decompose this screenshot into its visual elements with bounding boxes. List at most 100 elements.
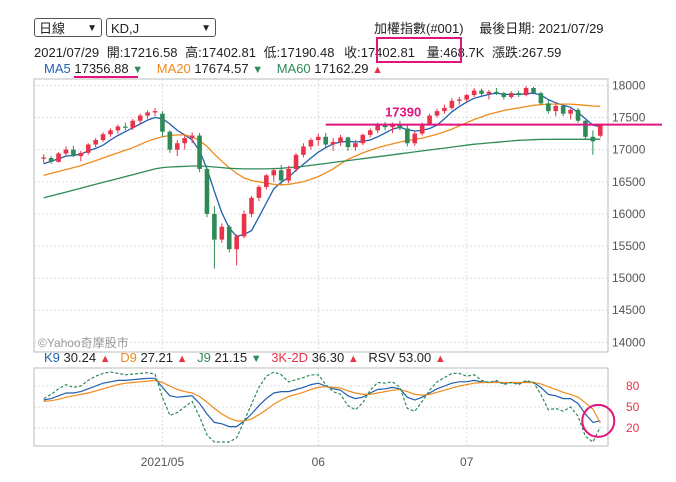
candle-body (241, 213, 247, 237)
candle-body (137, 115, 143, 121)
kd-frame (33, 367, 609, 447)
candle-body (449, 100, 455, 108)
kd-panel-border (33, 367, 609, 447)
candle-body (479, 90, 484, 94)
ma60-label: MA60 (276, 61, 311, 76)
ma-line-ma60 (43, 138, 601, 199)
candle-body (523, 87, 529, 96)
candle-body (419, 123, 425, 134)
candle-body (367, 130, 373, 135)
price-tick-label: 15000 (612, 271, 646, 285)
ma20-legend: MA20 17674.57 ▼ (157, 61, 267, 76)
ma20-label: MA20 (156, 61, 191, 76)
price-tick-label: 16000 (612, 207, 646, 221)
candle-body (397, 123, 403, 129)
candle-body (508, 93, 514, 97)
price-tick-label: 16500 (612, 175, 646, 189)
ma-line-ma20 (43, 103, 601, 186)
price-tick-label: 17000 (612, 143, 646, 157)
candle-body (434, 111, 440, 116)
ma60-legend: MA60 17162.29 ▲ (277, 61, 383, 76)
d9-legend: D9 27.21 ▲ (120, 350, 191, 365)
candle-body (301, 146, 306, 155)
rsv-label: RSV (368, 350, 396, 365)
x-axis-labels: 2021/05 06 07 (141, 455, 474, 469)
candle-body (560, 105, 566, 114)
kd-line-j9 (43, 371, 601, 443)
candle-body (590, 136, 596, 142)
kd-tick-label: 80 (626, 379, 640, 393)
period-select[interactable]: 日線 ▼ (34, 18, 102, 37)
indicator-select-value: KD,J (111, 21, 140, 36)
kd-line-d9 (43, 379, 601, 424)
last-date: 2021/07/29 (538, 21, 604, 36)
resistance-annotation: 17390 (325, 105, 662, 126)
price-tick-label: 15500 (612, 239, 646, 253)
candle-body (226, 226, 232, 250)
candle-body (204, 168, 210, 214)
j9-dir: ▼ (250, 353, 262, 365)
candle-body (293, 154, 299, 169)
kd-tick-label: 20 (626, 421, 640, 435)
index-title: 加權指數(#001) 最後日期: 2021/07/29 (374, 18, 604, 37)
candle-body (345, 137, 351, 148)
ma5-value: 17356.88 (74, 61, 129, 76)
k9-value: 30.24 (63, 350, 97, 365)
candle-body (486, 91, 492, 94)
ohlc-row: 2021/07/29 開:17216.58 高:17402.81 低:17190… (34, 42, 561, 61)
ma5-underline (74, 76, 138, 78)
candle-body (41, 157, 47, 159)
candle-body (108, 130, 113, 135)
chevron-down-icon: ▼ (87, 23, 97, 34)
ohlc-volume: 量:468.7K (426, 45, 485, 60)
price-y-axis: 14000 14500 15000 15500 16000 16500 17000 17500… (612, 78, 646, 349)
resistance-label: 17390 (385, 105, 421, 120)
candle-body (516, 93, 521, 96)
k9-label: K9 (44, 350, 60, 365)
candle-body (197, 135, 202, 169)
j9-value: 21.15 (214, 350, 248, 365)
candle-body (93, 140, 98, 145)
candle-body (256, 186, 262, 198)
ohlc-close: 收:17402.81 (344, 45, 415, 60)
rsv-dir: ▲ (434, 353, 446, 365)
ohlc-high: 高:17402.81 (185, 45, 257, 60)
candle-body (219, 226, 225, 240)
kd-tick-label: 50 (626, 400, 640, 414)
candle-body (212, 213, 217, 240)
candle-body (189, 135, 195, 139)
index-name: 加權指數(#001) (374, 21, 464, 36)
price-panel-border (33, 78, 609, 353)
candle-body (405, 128, 410, 144)
candle-body (531, 87, 536, 94)
ma-legend: MA5 17356.88 ▼ MA20 17674.57 ▼ MA60 1716… (44, 61, 383, 76)
price-gridlines (34, 79, 608, 352)
ma-line-ma5 (43, 92, 601, 238)
ohlc-open: 開:17216.58 (106, 45, 178, 60)
3k2d-dir: ▲ (347, 353, 359, 365)
j9-label: J9 (197, 350, 211, 365)
kd-legend: K9 30.24 ▲ D9 27.21 ▲ J9 21.15 ▼ 3K-2D 3… (44, 350, 446, 365)
x-tick-label: 07 (460, 455, 474, 469)
candle-body (456, 99, 462, 101)
d9-label: D9 (120, 350, 137, 365)
candle-body (538, 93, 544, 104)
close-highlight-box (376, 37, 462, 63)
candle-body (575, 109, 581, 121)
kd-cross-circle-mark (581, 403, 616, 438)
indicator-select[interactable]: KD,J ▼ (106, 18, 216, 37)
price-tick-label: 14000 (612, 335, 646, 349)
ohlc-change: 漲跌:267.59 (492, 45, 562, 60)
candle-body (182, 138, 188, 144)
ma60-dir: ▲ (372, 64, 384, 76)
candle-body (63, 149, 69, 154)
candle-body (115, 126, 121, 131)
candle-body (427, 115, 432, 124)
candle-body (85, 144, 91, 153)
ohlc-low: 低:17190.48 (263, 45, 335, 60)
x-tick-label: 06 (312, 455, 326, 469)
j9-legend: J9 21.15 ▼ (197, 350, 265, 365)
candle-body (123, 126, 128, 128)
candle-body (442, 107, 447, 112)
candle-body (174, 143, 180, 150)
